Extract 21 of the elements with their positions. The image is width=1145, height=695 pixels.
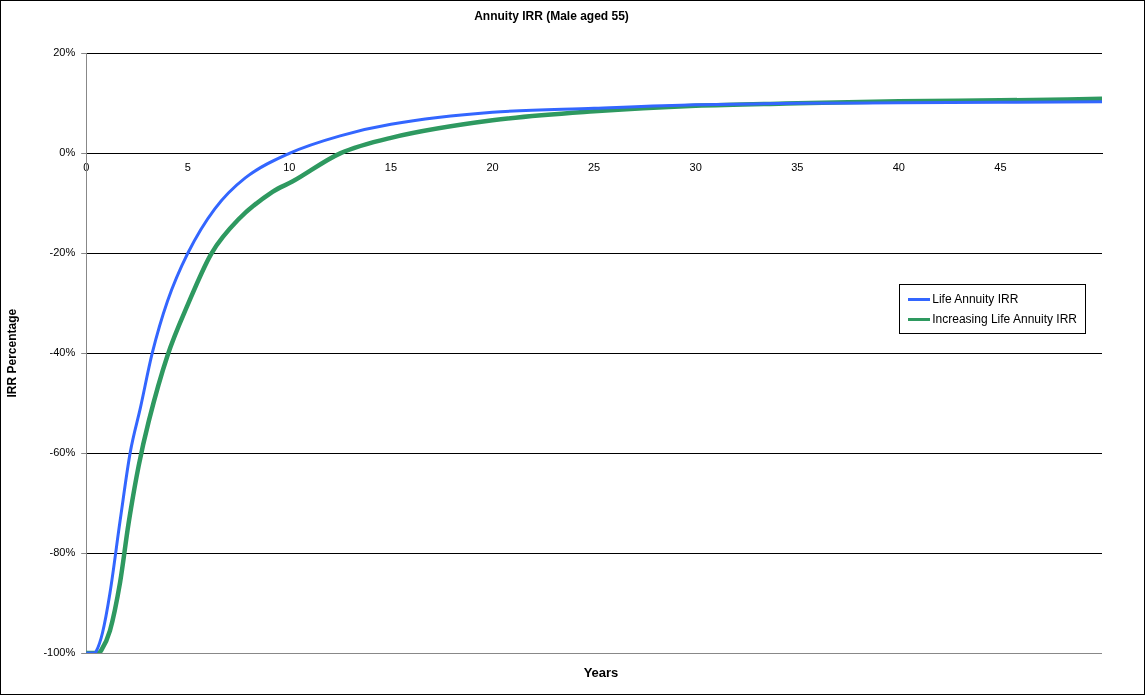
legend-label: Increasing Life Annuity IRR xyxy=(932,312,1077,326)
legend-label: Life Annuity IRR xyxy=(932,292,1019,306)
x-tick-label: 45 xyxy=(994,160,1007,173)
y-tick-label: -80% xyxy=(49,546,76,559)
y-tick-label: 0% xyxy=(59,146,76,159)
x-tick-label: 15 xyxy=(384,160,398,173)
y-tick-label: -60% xyxy=(49,446,76,459)
x-tick-label: 20 xyxy=(486,160,499,173)
x-tick-label: 40 xyxy=(892,160,905,173)
y-axis-title: IRR Percentage xyxy=(4,308,19,398)
x-tick-label: 10 xyxy=(283,160,296,173)
y-tick-label: -40% xyxy=(49,346,76,359)
x-axis-title: Years xyxy=(582,665,620,680)
x-tick-label: 5 xyxy=(184,160,191,173)
x-tick-label: 35 xyxy=(791,160,804,173)
chart-title: Annuity IRR (Male aged 55) xyxy=(474,8,629,23)
x-tick-label: 30 xyxy=(689,160,702,173)
y-tick-label: -100% xyxy=(43,646,76,659)
y-tick-label: -20% xyxy=(49,246,76,259)
x-tick-label: 25 xyxy=(587,160,601,173)
y-tick-label: 20% xyxy=(53,46,76,59)
